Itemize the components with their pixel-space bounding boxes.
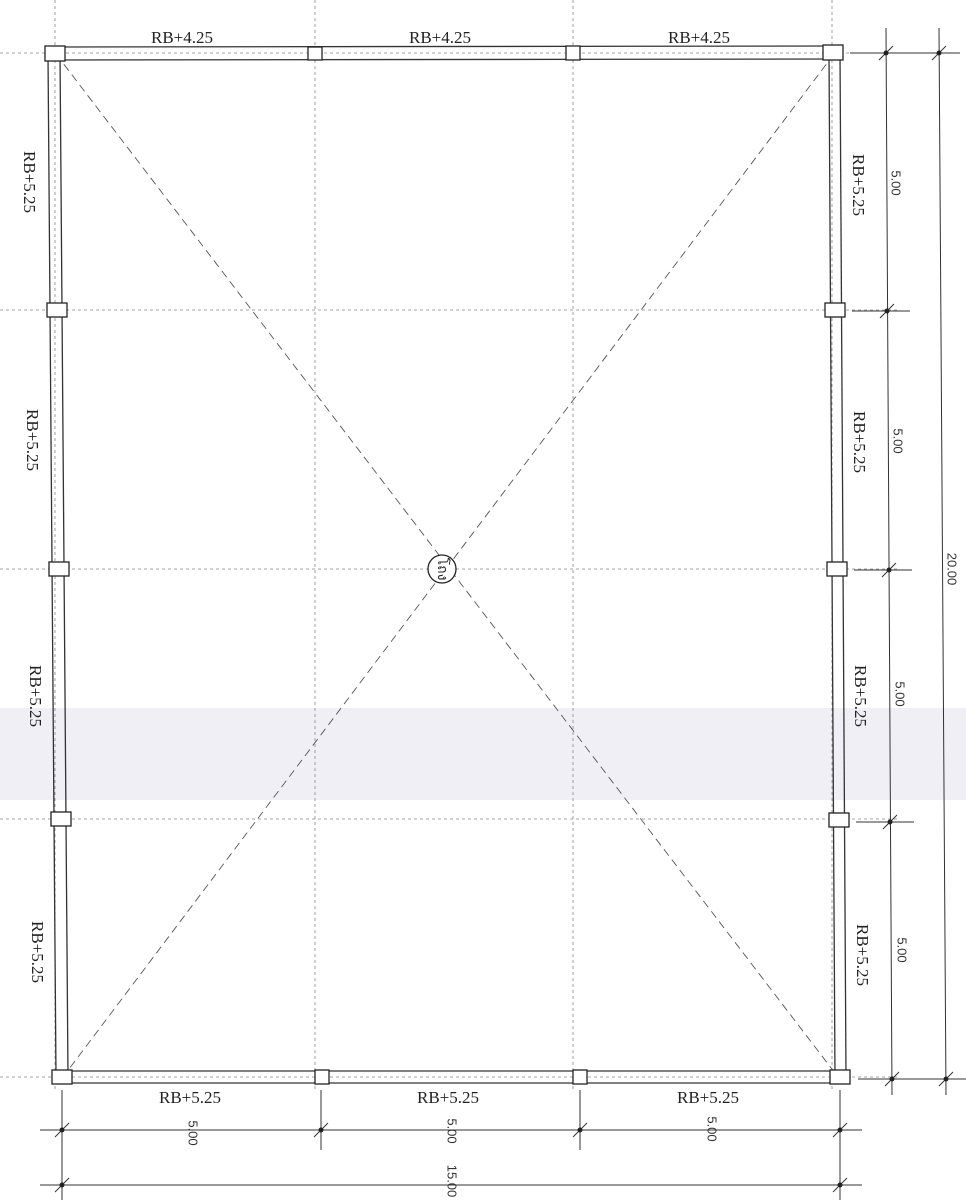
dimension-label: 5.00 — [893, 681, 908, 706]
bottom-beam-labels: RB+5.25 RB+5.25 RB+5.25 — [159, 1088, 739, 1107]
beam-label: RB+5.25 — [23, 409, 42, 471]
column — [307, 46, 323, 61]
column — [50, 811, 72, 827]
bottom-dimension-labels: 5.00 5.00 5.00 15.00 — [186, 1116, 720, 1197]
scan-smudge — [0, 708, 966, 800]
dimension-label: 20.00 — [945, 553, 960, 586]
right-beam-labels: RB+5.25 RB+5.25 RB+5.25 RB+5.25 — [849, 154, 872, 986]
column — [826, 561, 848, 577]
right-dimension-lines — [850, 27, 966, 1096]
column — [824, 302, 846, 318]
column — [565, 45, 581, 61]
left-beam-labels: RB+5.25 RB+5.25 RB+5.25 RB+5.25 — [20, 151, 47, 983]
beam-label: RB+5.25 — [159, 1088, 221, 1107]
beam-label: RB+5.25 — [417, 1088, 479, 1107]
beam-label: RB+5.25 — [26, 665, 45, 727]
beam-label: RB+5.25 — [850, 411, 869, 473]
grid-lines — [0, 0, 900, 1090]
beam-label: RB+5.25 — [20, 151, 39, 213]
right-dimension-labels: 5.00 5.00 5.00 5.00 20.00 — [889, 170, 960, 962]
beam-label: RB+5.25 — [677, 1088, 739, 1107]
column — [46, 302, 68, 318]
dimension-label: 5.00 — [895, 937, 910, 962]
beams — [47, 45, 847, 1084]
column — [572, 1069, 588, 1085]
beam-label: RB+4.25 — [668, 28, 730, 47]
beam-label: RB+5.25 — [851, 665, 870, 727]
center-marker — [427, 554, 457, 584]
column — [44, 45, 66, 62]
beam-label: RB+5.25 — [849, 154, 868, 216]
dimension-label: 15.00 — [445, 1165, 460, 1198]
beam-label: RB+4.25 — [151, 28, 213, 47]
dimension-label: 5.00 — [445, 1118, 460, 1143]
column — [829, 1069, 851, 1085]
dimension-label: 5.00 — [889, 170, 904, 195]
beam-label: RB+5.25 — [28, 921, 47, 983]
column — [828, 812, 850, 828]
beam-label: RB+5.25 — [853, 924, 872, 986]
top-beam-labels: RB+4.25 RB+4.25 RB+4.25 — [151, 28, 730, 47]
column — [314, 1069, 330, 1085]
column — [48, 561, 70, 577]
column — [822, 44, 844, 61]
column — [51, 1069, 73, 1085]
dimension-label: 5.00 — [186, 1120, 201, 1145]
beam-label: RB+4.25 — [409, 28, 471, 47]
columns — [44, 44, 851, 1085]
dimension-label: 5.00 — [705, 1116, 720, 1141]
right-dimension-ticks — [883, 50, 949, 1082]
bottom-dimension-ticks — [59, 1127, 843, 1188]
dimension-label: 5.00 — [891, 428, 906, 453]
center-label: โถง — [434, 558, 451, 581]
